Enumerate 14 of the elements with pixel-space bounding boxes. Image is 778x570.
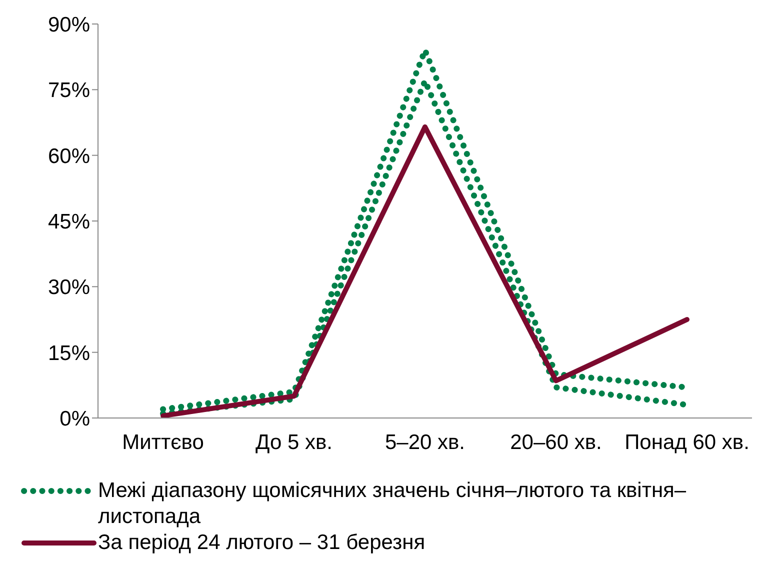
y-tick-label: 45% <box>48 210 90 234</box>
x-tick-label: 5–20 хв. <box>384 430 466 454</box>
legend-label: Межі діапазону щомісячних значень січня–лютого та квітня–листопада <box>98 478 688 530</box>
x-tick-label: Понад 60 хв. <box>624 430 750 454</box>
y-tick-label: 30% <box>48 276 90 300</box>
x-tick-label: 20–60 хв. <box>510 430 602 454</box>
y-tick-label: 75% <box>48 79 90 102</box>
x-tick-label: Миттєво <box>122 430 204 454</box>
y-tick-label: 90% <box>48 13 90 36</box>
y-tick-label: 0% <box>60 407 90 430</box>
legend-label: За період 24 лютого – 31 березня <box>98 530 426 556</box>
y-tick-label: 60% <box>48 144 90 168</box>
x-tick-label: До 5 хв. <box>256 430 332 454</box>
y-tick-label: 15% <box>48 342 90 365</box>
